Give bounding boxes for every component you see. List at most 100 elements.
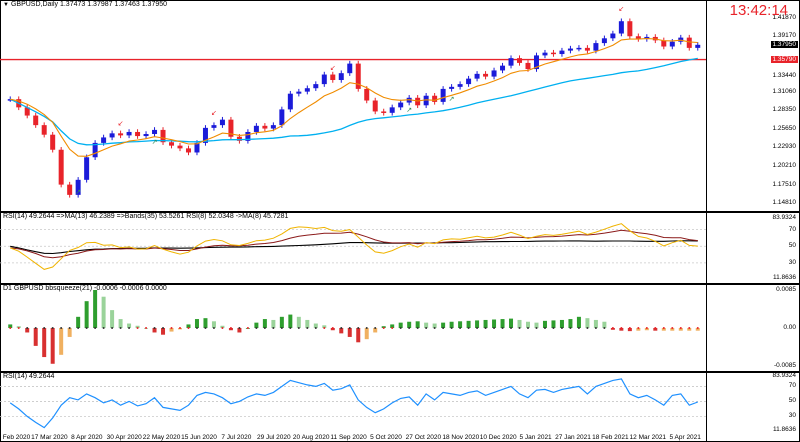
price-bar-body <box>491 70 497 77</box>
squeeze-histogram-bar <box>559 319 564 328</box>
rsi-title: RSI(14) 49.2644 <box>3 373 55 380</box>
symbol-menu-icon[interactable]: ▼ <box>3 2 9 8</box>
squeeze-dot <box>272 327 275 329</box>
rsi-line <box>9 378 699 429</box>
squeeze-histogram-bar <box>627 328 632 332</box>
squeeze-dot <box>577 327 580 329</box>
squeeze-dot <box>9 327 12 329</box>
squeeze-histogram-bar <box>161 328 166 335</box>
fractal-arrow-icon: ↙ <box>330 65 336 72</box>
squeeze-dot <box>297 327 300 329</box>
price-bar-body <box>321 74 327 85</box>
price-bar-body <box>517 58 523 63</box>
price-bar-body <box>330 74 336 81</box>
price-bar-body <box>270 125 276 129</box>
pane-border <box>0 372 800 442</box>
squeeze-dot <box>221 327 224 329</box>
squeeze-dot <box>306 327 309 329</box>
squeeze-histogram-bar <box>194 319 199 328</box>
squeeze-dot <box>510 327 513 329</box>
price-scale-label: 1.41870 <box>772 14 797 21</box>
squeeze-dot <box>484 327 487 329</box>
squeeze-histogram-bar <box>110 310 115 328</box>
squeeze-dot <box>679 327 682 329</box>
squeeze-dot <box>594 327 597 329</box>
rsi-bands-scale-label: 50 <box>788 242 796 250</box>
price-bar-body <box>126 131 132 136</box>
rsi-bands-pane[interactable]: RSI(14) 49.2644 =>MA(13) 46.2389 =>Bands… <box>0 212 800 284</box>
squeeze-histogram-bar <box>432 323 437 328</box>
squeeze-dot <box>102 327 105 329</box>
squeeze-dot <box>543 327 546 329</box>
squeeze-dot <box>340 327 343 329</box>
fractal-arrow-icon: ↗ <box>75 189 81 196</box>
squeeze-dot <box>51 327 54 329</box>
squeeze-histogram-bar <box>228 328 233 331</box>
rsi-bands-scale-label: 83.9324 <box>772 214 797 221</box>
squeeze-histogram-bar <box>568 319 573 328</box>
squeeze-histogram-bar <box>687 328 692 331</box>
price-bar-body <box>601 38 607 44</box>
date-axis-label: 7 Jul 2020 <box>221 434 252 441</box>
price-bar-body <box>92 142 98 158</box>
squeeze-histogram-bar <box>390 324 395 328</box>
price-bar-body <box>109 133 115 138</box>
squeeze-dot <box>433 327 436 329</box>
squeeze-dot <box>289 327 292 329</box>
fractal-arrow-icon: ↙ <box>118 120 124 127</box>
squeeze-histogram-bar <box>364 328 369 340</box>
date-axis-label: 27 Jan 2021 <box>555 434 591 441</box>
squeeze-scale-label: -0.0085 <box>773 362 796 369</box>
price-bar-body <box>576 47 582 50</box>
price-chart-svg[interactable]: ↗ ↙ ↗ ↙ ↙ ↗ ↗ ↙ <box>0 0 800 212</box>
squeeze-dot <box>357 327 360 329</box>
date-axis-label: 30 Apr 2020 <box>106 434 142 441</box>
squeeze-histogram-bar <box>661 328 666 331</box>
price-bar-body <box>567 48 573 51</box>
price-bar-body <box>202 127 208 143</box>
price-bar-body <box>559 50 565 55</box>
price-bar-body <box>194 142 200 153</box>
squeeze-histogram-bar <box>678 328 683 331</box>
rsi-svg[interactable] <box>0 372 800 442</box>
price-bar-body <box>211 125 217 128</box>
squeeze-histogram-bar <box>211 321 216 328</box>
price-bar-body <box>143 134 149 137</box>
rsi-pane[interactable]: RSI(14) 49.2644 83.9324 70 50 30 11.8636 24 … <box>0 372 800 442</box>
squeeze-histogram-bar <box>542 320 547 328</box>
squeeze-histogram-bar <box>50 328 55 364</box>
squeeze-dot <box>654 327 657 329</box>
squeeze-dot <box>374 327 377 329</box>
squeeze-dot <box>212 327 215 329</box>
squeeze-dot <box>637 327 640 329</box>
price-bar-body <box>686 37 692 48</box>
squeeze-dot <box>204 327 207 329</box>
price-bar-body <box>84 157 90 180</box>
date-axis-label: 5 Oct 2020 <box>370 434 402 441</box>
squeeze-dot <box>17 327 20 329</box>
squeeze-histogram-bar <box>339 328 344 334</box>
squeeze-dot <box>179 327 181 329</box>
squeeze-histogram-bar <box>653 328 658 331</box>
squeeze-histogram-bar <box>127 323 132 328</box>
squeeze-scale-label: 0.0085 <box>776 286 796 293</box>
price-bar-body <box>695 44 701 48</box>
squeeze-dot <box>696 327 699 329</box>
date-axis-label: 18 Nov 2020 <box>442 434 480 441</box>
squeeze-dot <box>229 327 232 329</box>
squeeze-pane[interactable]: D1 GBPUSD bbsqueeze(21) -0.0006 -0.0006 … <box>0 284 800 372</box>
price-bar-body <box>338 73 344 81</box>
squeeze-dot <box>671 327 674 329</box>
squeeze-dot <box>111 327 114 329</box>
squeeze-dot <box>501 327 504 329</box>
squeeze-dot <box>162 327 165 329</box>
squeeze-dot <box>603 327 606 329</box>
price-bar-body <box>355 63 361 89</box>
main-price-pane[interactable]: ↗ ↙ ↗ ↙ ↙ ↗ ↗ ↙ ▼ GBPUSD,Daily 1.37473 1.37987 1… <box>0 0 800 212</box>
squeeze-histogram-svg[interactable] <box>0 284 800 372</box>
squeeze-histogram-bar <box>322 325 327 328</box>
price-bar-body <box>236 136 242 141</box>
squeeze-dot <box>365 327 368 329</box>
squeeze-histogram-bar <box>84 301 89 328</box>
rsi-bands-svg[interactable] <box>0 212 800 284</box>
